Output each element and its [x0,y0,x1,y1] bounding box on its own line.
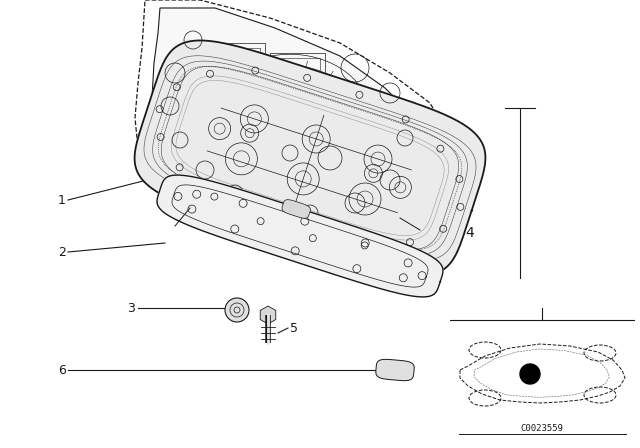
Bar [215,48,260,103]
Bar [275,58,320,113]
Bar [225,133,260,173]
Bar [220,128,265,178]
Polygon shape [157,175,443,297]
Polygon shape [260,306,276,324]
Text: 6: 6 [58,363,66,376]
Polygon shape [134,40,485,276]
Circle shape [225,298,249,322]
Bar [210,43,265,108]
Circle shape [520,364,540,384]
Polygon shape [376,359,414,381]
Text: 2: 2 [58,246,66,258]
Text: 1: 1 [58,194,66,207]
Bar [270,53,325,118]
Text: 5: 5 [290,322,298,335]
Text: 4: 4 [465,226,474,240]
Bar [275,138,310,178]
Text: 3: 3 [127,302,135,314]
Text: C0023559: C0023559 [520,424,563,433]
Polygon shape [152,8,430,222]
Polygon shape [282,200,310,218]
Bar [270,133,315,183]
